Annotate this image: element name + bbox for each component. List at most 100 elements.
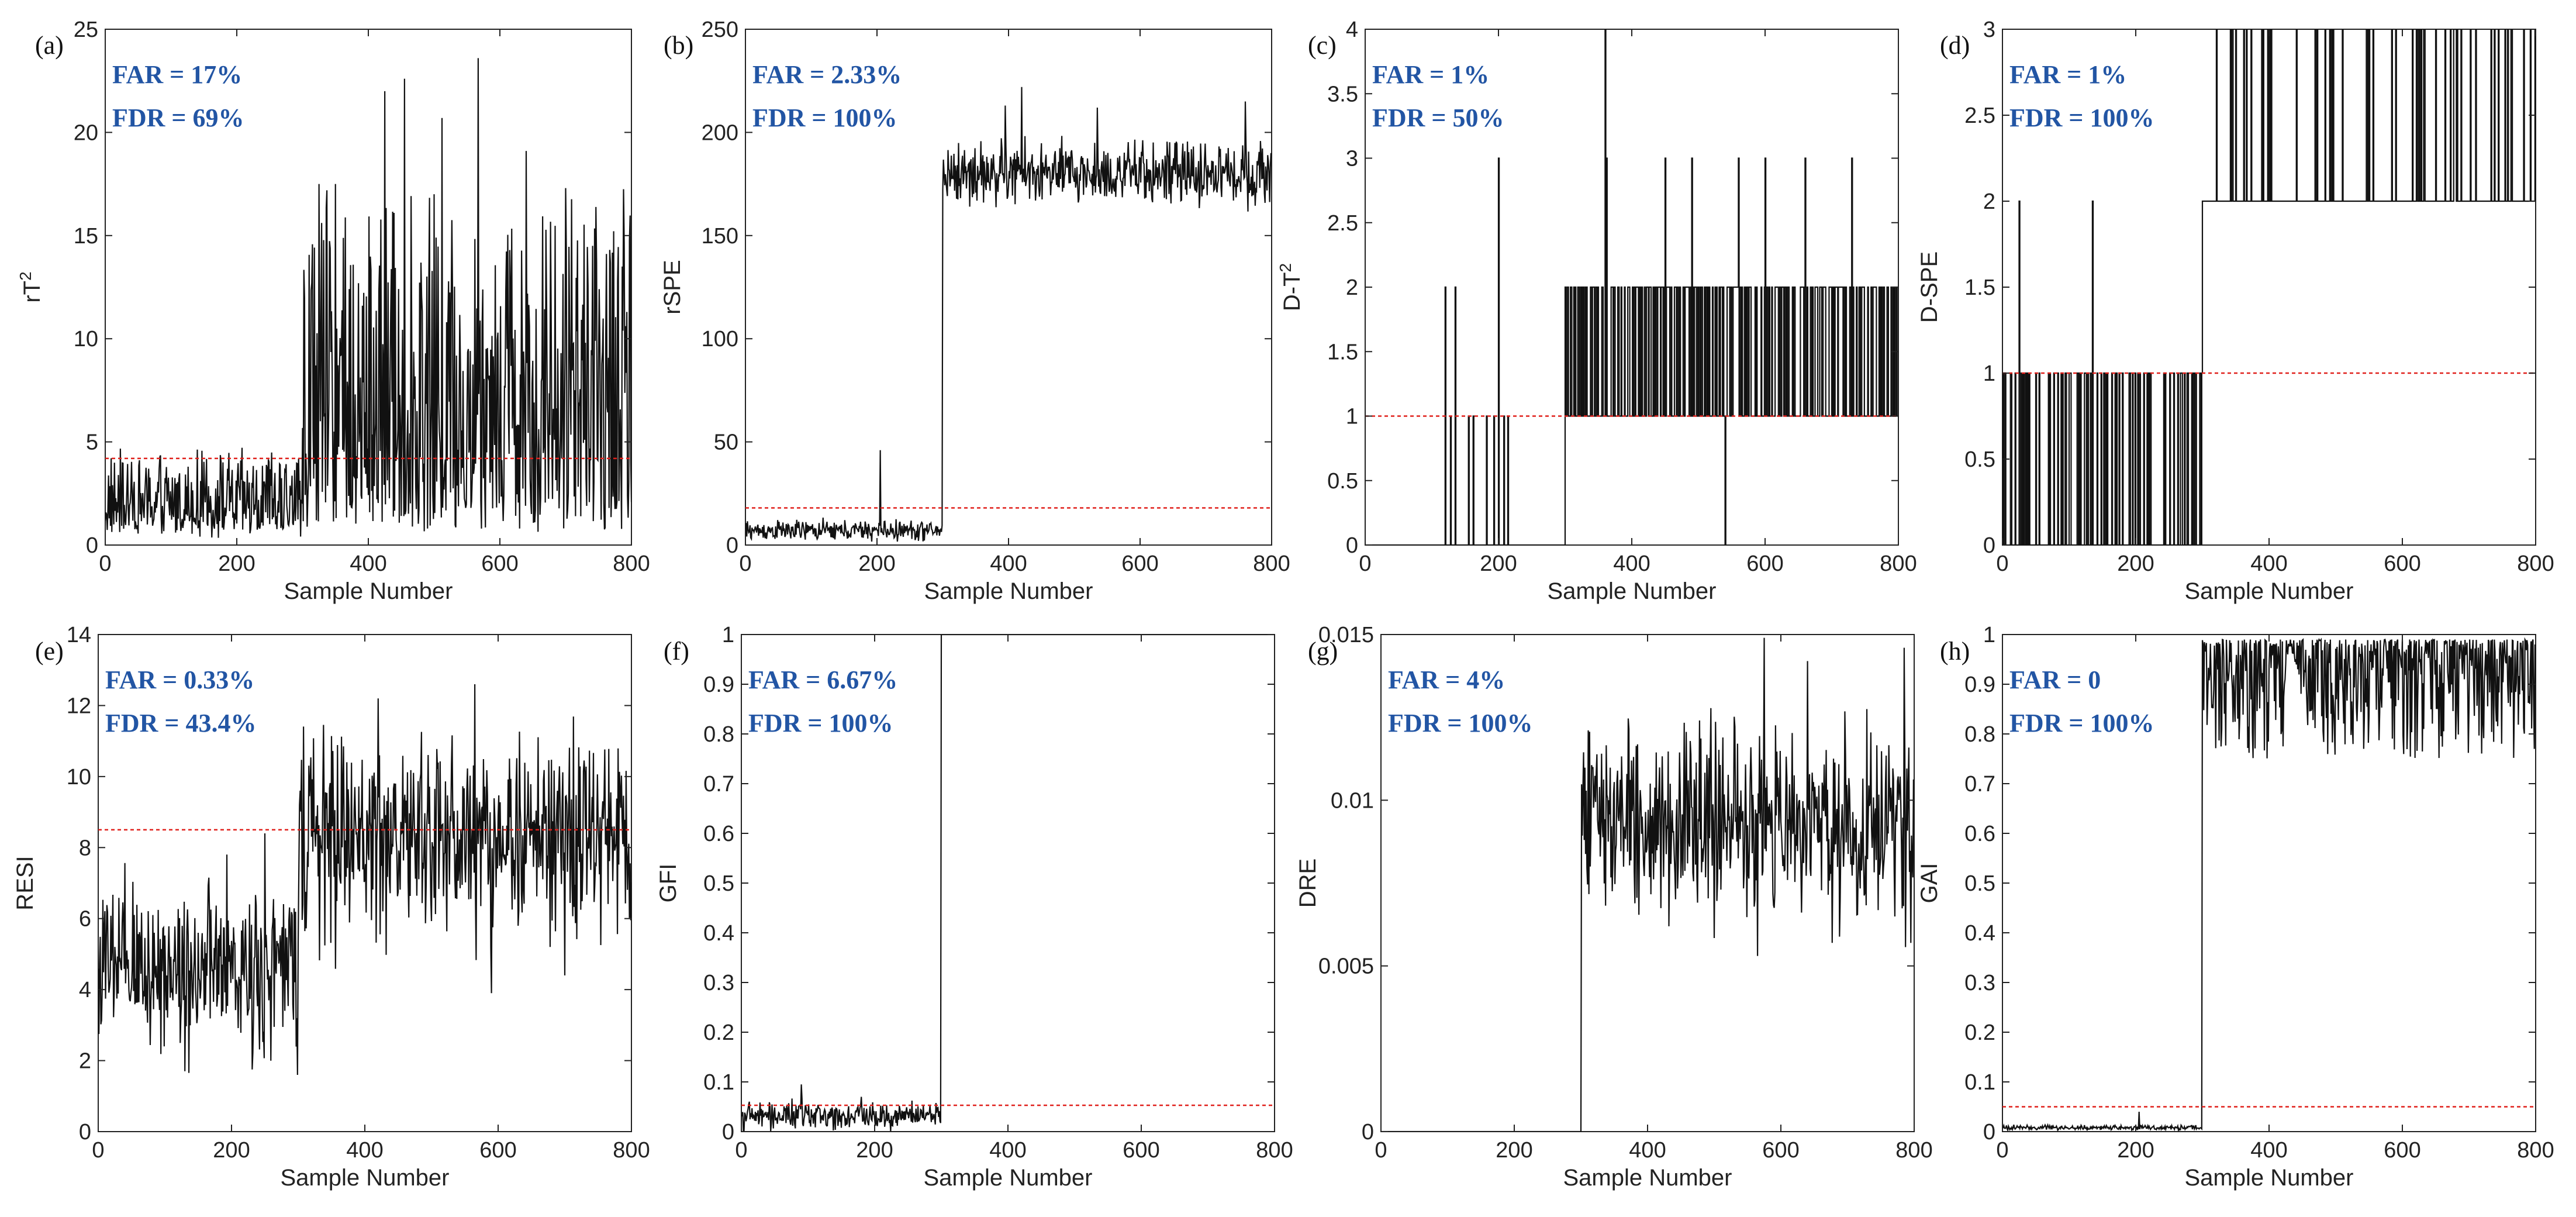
- panel-label: (g): [1308, 637, 1338, 666]
- y-tick-label: 2: [1346, 275, 1358, 300]
- data-series-line: [1381, 637, 1914, 1132]
- data-series-line: [741, 635, 1275, 1132]
- y-tick-label: 25: [74, 18, 98, 42]
- x-axis-label: Sample Number: [1547, 578, 1716, 604]
- fdr-annotation: FDR = 100%: [2009, 709, 2154, 737]
- x-tick-label: 400: [990, 551, 1027, 576]
- x-tick-label: 400: [989, 1138, 1026, 1163]
- y-axis-label: rT2: [16, 271, 46, 302]
- data-series-line: [745, 87, 1272, 542]
- panel-label: (b): [664, 31, 693, 60]
- chart-panel: 0 200 400 600 800 0 5 10 15 20 25 Sample Number rT2 (…: [16, 18, 650, 604]
- far-annotation: FAR = 2.33%: [752, 60, 902, 89]
- chart-panel: 0 200 400 600 800 0 0.5 1 1.5 2 2.5 3 Sample Number D…: [1917, 18, 2554, 604]
- data-series-line: [105, 58, 631, 538]
- x-axis-label: Sample Number: [2184, 1165, 2353, 1191]
- y-tick-label: 3: [1983, 18, 1995, 42]
- y-axis-label: DRE: [1295, 859, 1321, 908]
- fdr-annotation: FDR = 50%: [1372, 104, 1504, 132]
- y-tick-label: 0.3: [703, 971, 734, 995]
- y-axis-label: RESI: [12, 856, 38, 910]
- x-axis-label: Sample Number: [923, 1165, 1092, 1191]
- far-annotation: FAR = 17%: [112, 60, 242, 89]
- far-annotation: FAR = 0: [2009, 666, 2101, 694]
- x-tick-label: 600: [479, 1138, 516, 1163]
- y-tick-label: 0.8: [703, 722, 734, 747]
- fdr-annotation: FDR = 100%: [752, 104, 897, 132]
- x-axis-label: Sample Number: [1563, 1165, 1732, 1191]
- far-annotation: FAR = 1%: [1372, 60, 1489, 89]
- x-tick-label: 400: [350, 551, 386, 576]
- x-tick-label: 600: [1121, 551, 1158, 576]
- plot-frame: [1365, 29, 1899, 546]
- y-axis-label-main: rT: [19, 281, 45, 303]
- y-tick-label: 0.7: [703, 772, 734, 797]
- panel-label: (f): [664, 637, 689, 666]
- x-tick-label: 200: [2117, 1138, 2154, 1163]
- y-tick-label: 1: [1346, 405, 1358, 429]
- y-tick-label: 0.005: [1318, 954, 1374, 979]
- y-tick-label: 2.5: [1964, 104, 1995, 128]
- y-tick-label: 0: [726, 533, 738, 558]
- y-axis-label: GFI: [655, 864, 681, 903]
- data-series-line: [98, 684, 631, 1075]
- fdr-annotation: FDR = 100%: [1388, 709, 1533, 737]
- y-axis-label-superscript: 2: [16, 271, 34, 281]
- y-tick-label: 0: [722, 1120, 734, 1144]
- y-tick-label: 0.7: [1964, 772, 1995, 797]
- chart-panel: 0 200 400 600 800 0 2 4 6 8 10 12 14 Sample Number RES…: [12, 623, 650, 1191]
- chart-panel: 0 200 400 600 800 0 0.1 0.2 0.3 0.4 0.5 0.6 0.7 0.8 0.…: [655, 623, 1293, 1191]
- y-tick-label: 1.5: [1964, 275, 1995, 300]
- x-tick-label: 600: [2384, 1138, 2420, 1163]
- x-tick-label: 400: [1613, 551, 1650, 576]
- y-tick-label: 0.6: [1964, 822, 1995, 846]
- data-series-line: [2002, 29, 2536, 545]
- y-tick-label: 0.5: [703, 871, 734, 896]
- y-tick-label: 4: [1346, 18, 1358, 42]
- fdr-annotation: FDR = 43.4%: [105, 709, 257, 737]
- y-tick-label: 0.01: [1331, 788, 1374, 813]
- x-axis-label: Sample Number: [284, 578, 453, 604]
- x-tick-label: 600: [1762, 1138, 1799, 1163]
- x-tick-label: 0: [1996, 551, 2008, 576]
- x-tick-label: 200: [1480, 551, 1517, 576]
- y-tick-label: 1: [722, 623, 734, 647]
- y-axis-label: D-T2: [1276, 263, 1306, 311]
- x-tick-label: 0: [1359, 551, 1371, 576]
- y-tick-label: 0.5: [1327, 469, 1358, 494]
- panel-label: (a): [35, 31, 64, 60]
- y-tick-label: 0: [79, 1120, 91, 1144]
- x-tick-label: 200: [218, 551, 255, 576]
- y-tick-label: 4: [79, 978, 91, 1002]
- y-tick-label: 14: [67, 623, 91, 647]
- y-tick-label: 12: [67, 694, 91, 718]
- y-tick-label: 0.4: [703, 921, 734, 946]
- x-tick-label: 800: [1253, 551, 1290, 576]
- fdr-annotation: FDR = 69%: [112, 104, 244, 132]
- panel-label: (e): [35, 637, 64, 666]
- y-tick-label: 0.2: [703, 1021, 734, 1045]
- chart-panel: 0 200 400 600 800 0 50 100 150 200 250 Sample Numbe…: [659, 18, 1290, 604]
- y-tick-label: 1.5: [1327, 340, 1358, 364]
- far-annotation: FAR = 0.33%: [105, 666, 254, 694]
- y-axis-label: rSPE: [659, 260, 685, 314]
- x-tick-label: 200: [2117, 551, 2154, 576]
- y-tick-label: 0.2: [1964, 1021, 1995, 1045]
- y-tick-label: 20: [74, 120, 98, 145]
- x-tick-label: 400: [2250, 551, 2287, 576]
- y-tick-label: 15: [74, 224, 98, 249]
- x-tick-label: 400: [346, 1138, 383, 1163]
- y-axis-label-main: D-T: [1279, 272, 1305, 311]
- y-tick-label: 0: [86, 533, 98, 558]
- chart-panel: 0 200 400 600 800 0 0.5 1 1.5 2 2.5 3 3.5 4 Sample Num…: [1276, 18, 1917, 604]
- y-tick-label: 8: [79, 836, 91, 860]
- x-axis-label: Sample Number: [280, 1165, 449, 1191]
- y-axis-label: GAI: [1917, 863, 1942, 904]
- y-tick-label: 3: [1346, 147, 1358, 171]
- y-axis-label: D-SPE: [1917, 251, 1942, 323]
- x-tick-label: 800: [613, 551, 650, 576]
- plot-frame: [741, 634, 1275, 1132]
- fdr-annotation: FDR = 100%: [748, 709, 893, 737]
- chart-panel: 0 200 400 600 800 0 0.1 0.2 0.3 0.4 0.5 0.6 0.7 0.8 0.…: [1917, 623, 2554, 1191]
- y-tick-label: 1: [1983, 361, 1995, 386]
